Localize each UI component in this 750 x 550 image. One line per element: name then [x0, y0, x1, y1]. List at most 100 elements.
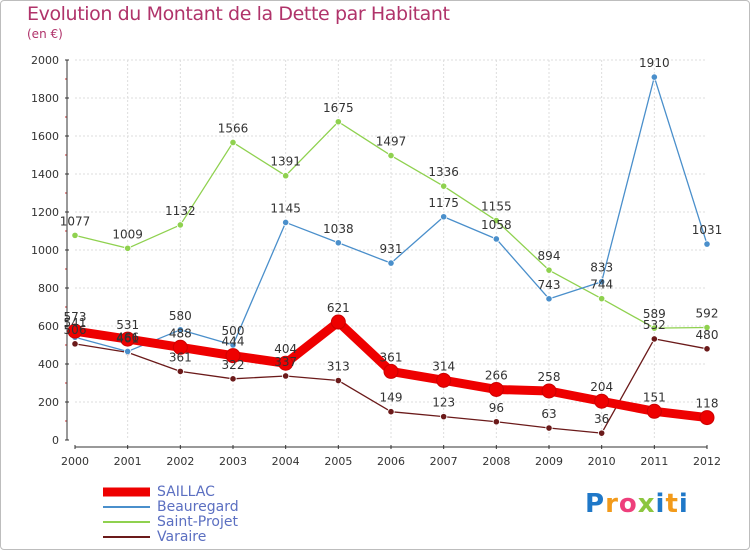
data-point — [278, 355, 294, 371]
data-point — [488, 381, 504, 397]
data-point — [67, 323, 83, 339]
data-point — [176, 221, 184, 229]
y-tick-label: 1000 — [31, 244, 59, 257]
y-tick-label: 400 — [38, 358, 59, 371]
data-label: 444 — [222, 335, 245, 349]
data-point — [703, 323, 711, 332]
data-label: 361 — [380, 350, 403, 364]
data-point — [545, 424, 553, 432]
series-saillac — [67, 314, 715, 426]
x-tick-label: 2000 — [61, 455, 89, 468]
x-tick-label: 2006 — [377, 455, 405, 468]
data-label: 1391 — [270, 155, 301, 169]
data-labels: 573 531 488 444 404 621 361 314 266 258 204 151 118 5… — [60, 56, 723, 426]
data-label: 466 — [116, 330, 139, 344]
y-tick-labels: 0 200 400 600 800 1000 1200 1400 1600 1800 2000 — [31, 54, 59, 447]
data-label: 123 — [432, 396, 455, 410]
data-point — [646, 403, 662, 419]
data-label: 1675 — [323, 101, 354, 115]
logo-letter: o — [618, 489, 638, 519]
y-tick-label: 2000 — [31, 54, 59, 67]
logo-letter: P — [585, 489, 606, 519]
data-label: 149 — [380, 391, 403, 405]
x-tick-label: 2011 — [640, 455, 668, 468]
data-point — [492, 235, 500, 243]
x-tick-label: 2005 — [324, 455, 352, 468]
data-label: 118 — [696, 397, 719, 411]
y-tick-label: 0 — [52, 434, 59, 447]
data-label: 1058 — [481, 218, 512, 232]
data-label: 1132 — [165, 204, 196, 218]
data-label: 313 — [327, 360, 350, 374]
data-label: 833 — [590, 261, 613, 275]
x-tick-label: 2003 — [219, 455, 247, 468]
data-label: 621 — [327, 301, 350, 315]
x-tick-label: 2002 — [166, 455, 194, 468]
data-point — [436, 372, 452, 388]
data-label: 96 — [489, 401, 504, 415]
data-point — [492, 418, 500, 426]
data-label: 204 — [590, 380, 613, 394]
data-label: 1175 — [428, 196, 459, 210]
data-label: 589 — [643, 307, 666, 321]
data-point — [334, 239, 342, 247]
data-label: 573 — [64, 310, 87, 324]
data-point — [282, 172, 290, 180]
data-point — [71, 340, 79, 348]
data-label: 532 — [643, 318, 666, 332]
data-point — [176, 326, 184, 334]
data-label: 743 — [538, 278, 561, 292]
data-label: 1497 — [376, 135, 407, 149]
data-point — [330, 314, 346, 330]
logo-letter: i — [655, 489, 666, 519]
x-tick-label: 2012 — [693, 455, 721, 468]
data-point — [440, 413, 448, 421]
data-label: 541 — [64, 316, 87, 330]
data-label: 1566 — [218, 121, 249, 135]
data-point — [387, 259, 395, 267]
data-point — [120, 331, 136, 347]
data-label: 1336 — [428, 165, 459, 179]
series-saint-projet — [71, 118, 711, 332]
chart-unit: (en €) — [27, 27, 63, 41]
data-label: 36 — [594, 412, 609, 426]
data-label: 488 — [169, 326, 192, 340]
data-label: 1145 — [270, 201, 301, 215]
data-point — [545, 266, 553, 274]
data-label: 580 — [169, 309, 192, 323]
data-point — [334, 118, 342, 126]
data-point — [545, 295, 553, 303]
data-point — [383, 363, 399, 379]
data-label: 1009 — [112, 227, 143, 241]
proxiti-logo: Proxiti — [585, 489, 689, 519]
data-label: 63 — [541, 407, 556, 421]
data-point — [703, 240, 711, 248]
data-point — [598, 295, 606, 303]
data-label: 322 — [222, 358, 245, 372]
data-point — [598, 278, 606, 286]
axes — [65, 59, 708, 449]
data-label: 931 — [380, 242, 403, 256]
y-tick-label: 600 — [38, 320, 59, 333]
legend-label-beauregard: Beauregard — [157, 499, 239, 515]
data-point — [699, 410, 715, 426]
x-tick-label: 2010 — [588, 455, 616, 468]
data-label: 337 — [274, 355, 297, 369]
data-point — [71, 231, 79, 239]
data-label: 1038 — [323, 222, 354, 236]
data-point — [282, 372, 290, 380]
data-point — [492, 216, 500, 225]
x-tick-label: 2007 — [430, 455, 458, 468]
data-point — [541, 383, 557, 399]
data-point — [387, 408, 395, 416]
data-point — [124, 244, 132, 252]
logo-letter: r — [605, 489, 619, 519]
y-tick-label: 1600 — [31, 130, 59, 143]
x-tick-label: 2004 — [272, 455, 300, 468]
data-point — [334, 376, 342, 385]
data-label: 1077 — [60, 214, 91, 228]
data-label: 894 — [538, 249, 561, 263]
y-tick-label: 1400 — [31, 168, 59, 181]
x-tick-label: 2001 — [114, 455, 142, 468]
